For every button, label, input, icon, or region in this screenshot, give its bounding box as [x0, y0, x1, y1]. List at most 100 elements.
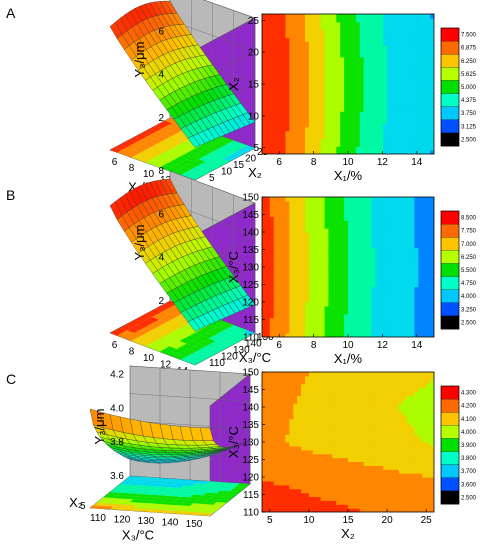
contour-cell — [293, 56, 298, 62]
contour-cell — [348, 138, 353, 143]
contour-cell — [426, 216, 431, 221]
contour-cell — [414, 204, 419, 210]
contour-cell — [430, 41, 434, 46]
contour-cell — [273, 399, 279, 404]
contour-cell — [375, 220, 380, 225]
contour-cell — [351, 200, 357, 206]
contour-cell — [414, 305, 419, 311]
contour-cell — [332, 150, 337, 154]
floor-contour-cell — [210, 496, 224, 500]
contour-cell — [394, 76, 400, 81]
contour-cell — [426, 76, 431, 81]
contour-cell — [340, 216, 345, 221]
contour-cell — [293, 488, 298, 494]
contour-cell — [410, 251, 416, 256]
contour-cell — [410, 103, 416, 108]
contour-cell — [324, 21, 330, 27]
floor-contour-cell — [190, 167, 203, 173]
contour-cell — [262, 414, 267, 420]
contour-cell — [410, 60, 416, 66]
contour-cell — [293, 399, 298, 404]
contour-cell — [363, 99, 369, 105]
contour-cell — [301, 418, 306, 424]
contour-cell — [363, 122, 369, 128]
contour-cell — [301, 333, 306, 337]
contour-cell — [351, 309, 357, 315]
contour-cell — [277, 473, 283, 478]
contour-cell — [293, 99, 298, 105]
contour-cell — [336, 212, 341, 218]
contour-cell — [316, 228, 322, 233]
contour-cell — [265, 274, 271, 280]
contour-cell — [406, 80, 412, 85]
floor-contour-cell — [211, 327, 224, 333]
contour-cell — [348, 309, 353, 315]
contour-cell — [332, 224, 337, 229]
floor-contour-cell — [206, 330, 219, 336]
contour-cell — [324, 325, 330, 330]
contour-cell — [383, 122, 388, 128]
contour-cell — [336, 224, 341, 229]
contour-cell — [316, 29, 322, 35]
contour-cell — [277, 122, 283, 128]
contour-cell — [305, 461, 310, 466]
contour-cell — [340, 438, 345, 443]
floor-contour-cell — [191, 154, 204, 160]
contour-cell — [328, 119, 333, 124]
contour-cell — [301, 25, 306, 31]
contour-cell — [285, 76, 290, 81]
contour-cell — [379, 321, 384, 326]
contour-cell — [305, 407, 310, 412]
contour-cell — [273, 235, 279, 241]
contour-cell — [308, 107, 314, 112]
contour-cell — [414, 49, 419, 54]
contour-cell — [379, 17, 384, 23]
contour-cell — [359, 56, 365, 62]
contour-cell — [348, 150, 353, 154]
floor-contour-cell — [158, 146, 171, 152]
contour-cell — [269, 418, 275, 424]
contour-cell — [289, 449, 294, 455]
contour-cell — [277, 49, 283, 54]
contour-cell — [348, 119, 353, 124]
contour-cell — [285, 399, 290, 404]
floor-contour-cell — [146, 503, 160, 507]
floor-contour-cell — [140, 482, 154, 486]
contour-cell — [363, 84, 369, 89]
contour-cell — [414, 200, 419, 206]
contour-cell — [391, 243, 396, 249]
contour-cell — [426, 68, 431, 73]
contour-cell — [406, 216, 412, 221]
contour-cell — [348, 87, 353, 93]
contour-cell — [344, 239, 349, 245]
contour-cell — [269, 60, 275, 66]
contour-cell — [379, 80, 384, 85]
contour-cell — [367, 107, 373, 112]
contour-cell — [371, 21, 376, 27]
floor-contour-cell — [203, 492, 217, 496]
contour-cell — [402, 33, 408, 38]
contour-cell — [324, 445, 330, 451]
contour-cell — [269, 255, 275, 260]
contour-cell — [367, 115, 373, 120]
contour-cell — [297, 150, 302, 154]
contour-cell — [336, 68, 341, 73]
contour-cell — [340, 25, 345, 31]
contour-cell — [351, 239, 357, 245]
contour-cell — [367, 224, 373, 229]
contour-cell — [340, 52, 345, 58]
contour-cell — [297, 56, 302, 62]
contour-cell — [265, 500, 271, 505]
contour-cell — [367, 313, 373, 319]
contour-cell — [265, 449, 271, 455]
contour-cell — [387, 317, 392, 323]
contour-cell — [367, 309, 373, 315]
z-tick-label: 6 — [158, 209, 164, 220]
contour-cell — [305, 465, 310, 470]
contour-cell — [387, 41, 392, 46]
contour-cell — [426, 87, 431, 93]
contour-cell — [355, 329, 361, 334]
contour-cell — [336, 457, 341, 463]
contour-cell — [262, 286, 267, 291]
contour-cell — [262, 21, 267, 27]
